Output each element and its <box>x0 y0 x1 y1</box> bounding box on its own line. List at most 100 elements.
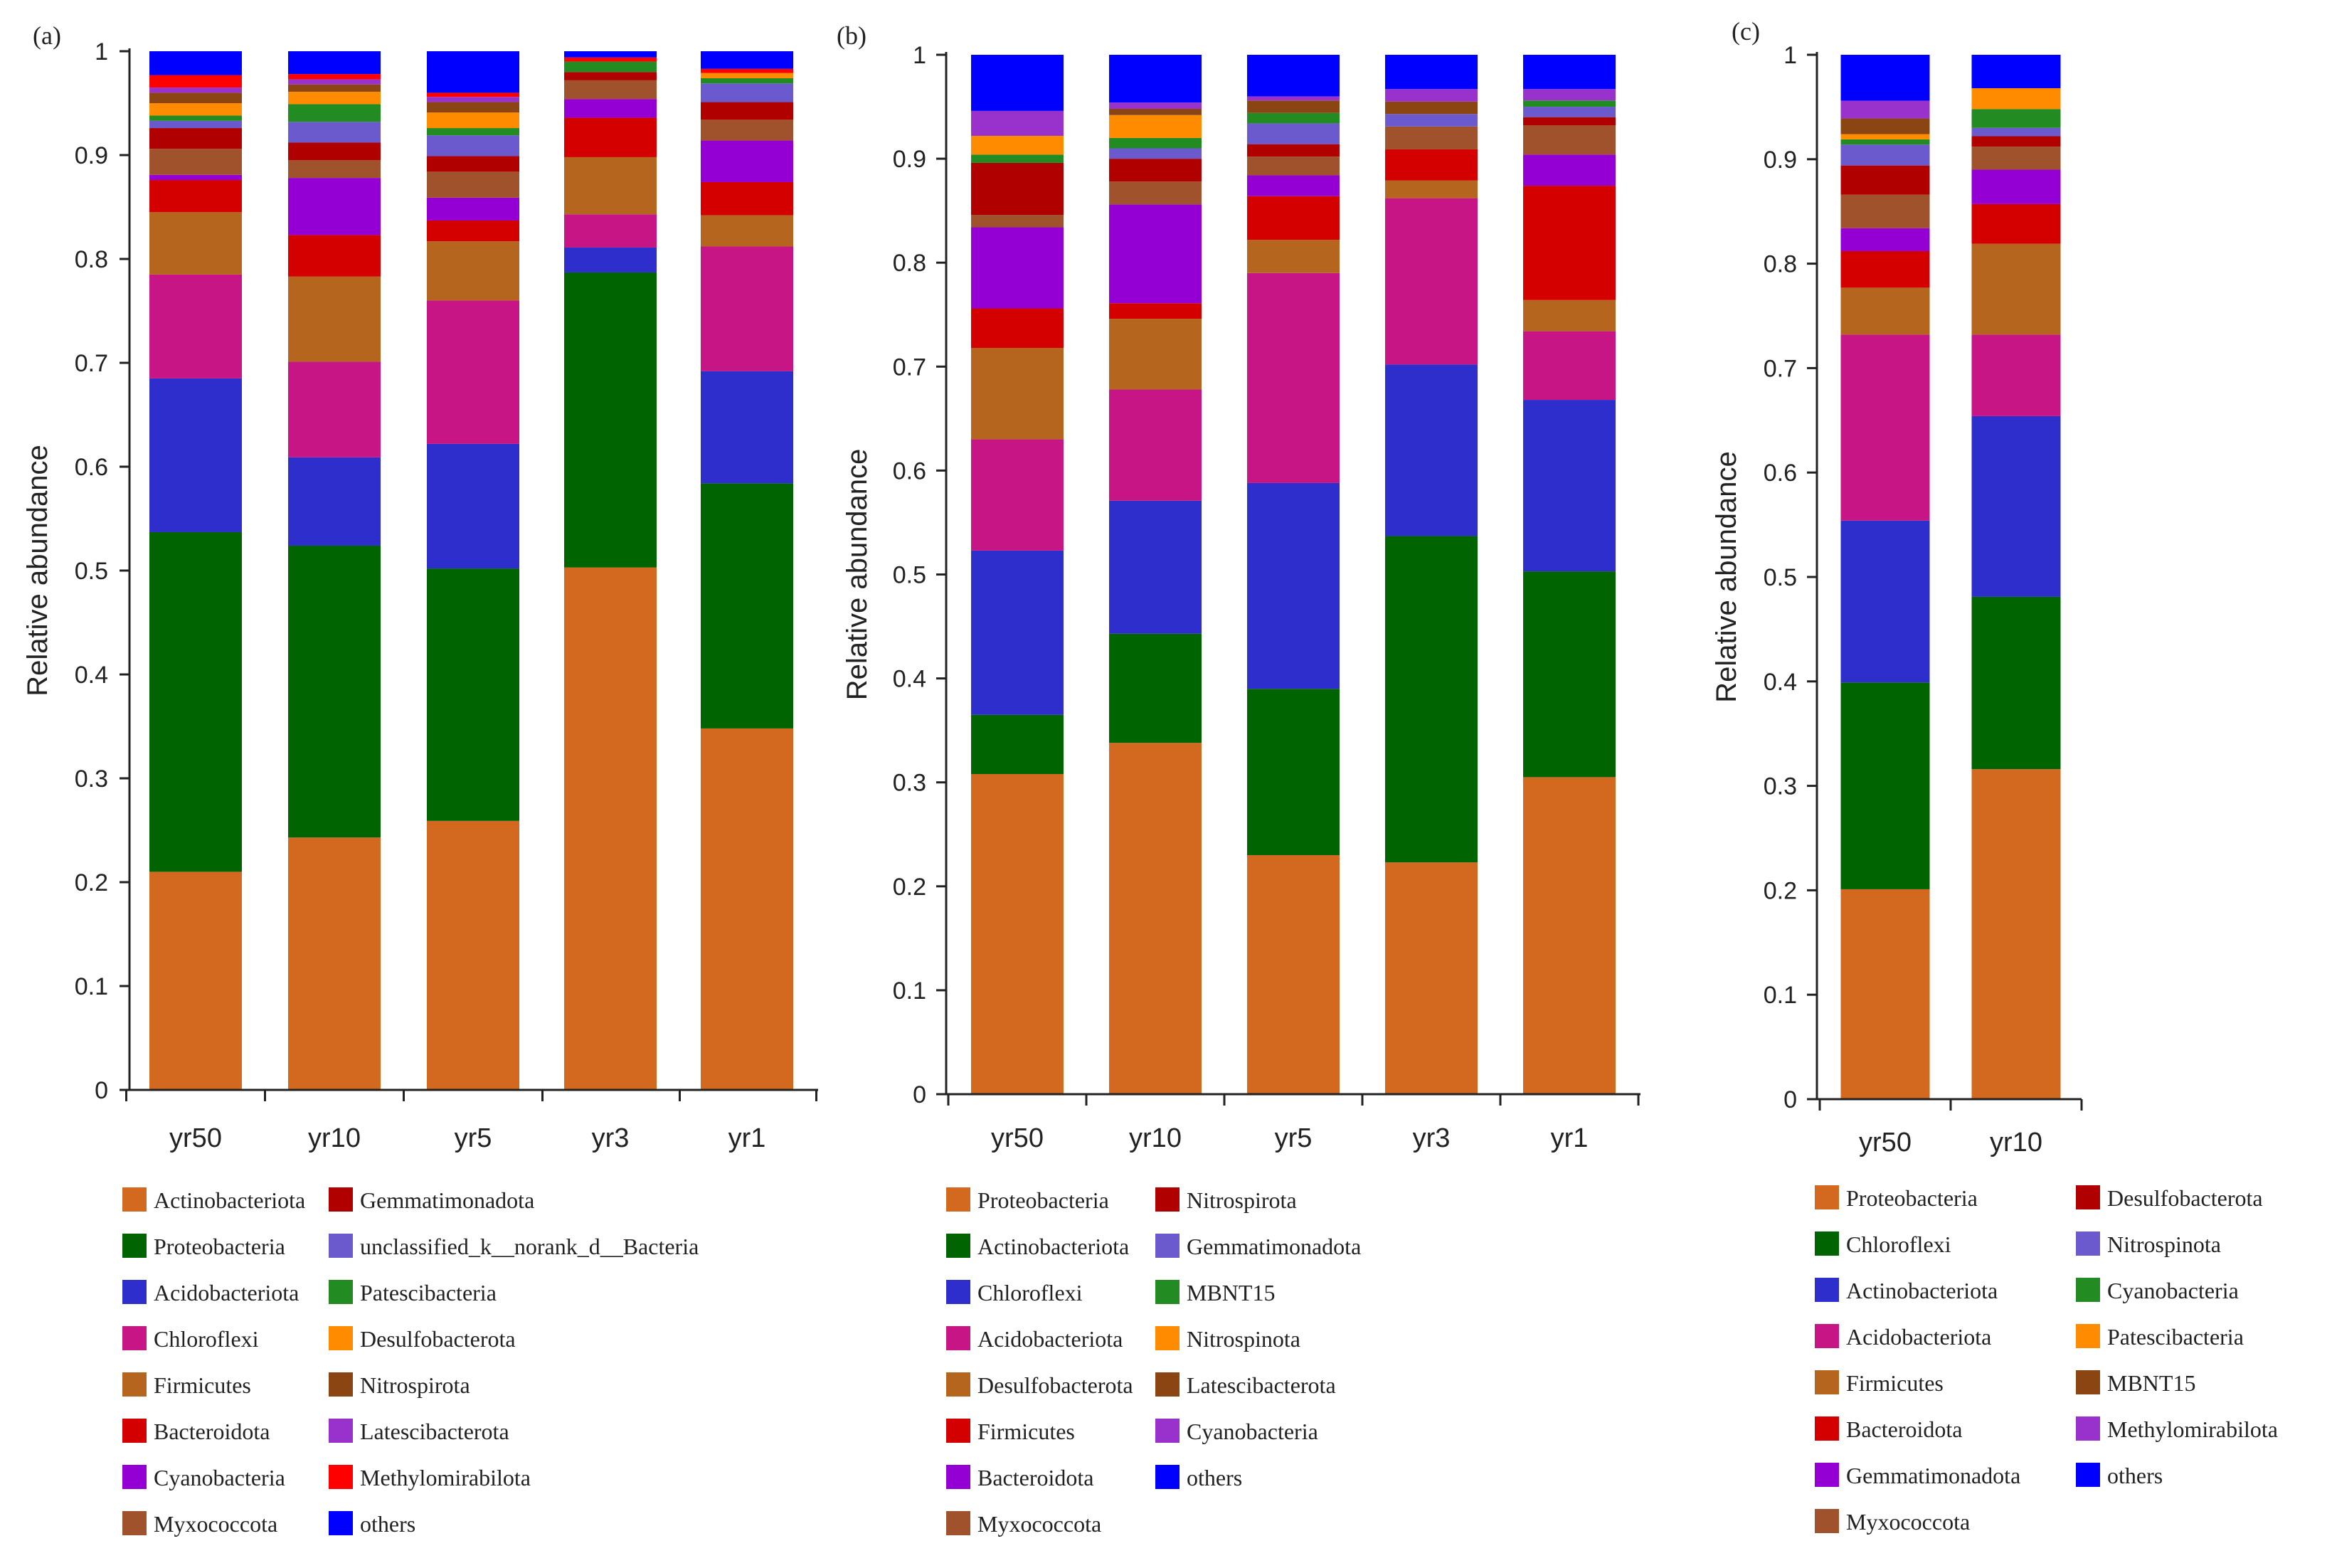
bar-segment-yr10-7 <box>288 160 381 179</box>
legend-swatch <box>1815 1231 1839 1256</box>
bar-segment-yr10-11 <box>288 91 381 105</box>
bar-segment-yr50-0 <box>971 774 1064 1094</box>
bar-segment-yr1-11 <box>701 73 793 78</box>
bar-segment-yr1-3 <box>701 246 793 371</box>
legend-swatch <box>946 1187 970 1212</box>
legend-entry: Cyanobacteria <box>1187 1419 1318 1444</box>
legend-entry: Proteobacteria <box>977 1187 1109 1213</box>
x-tick-label: yr50 <box>991 1123 1044 1153</box>
bar-segment-yr50-6 <box>149 174 242 181</box>
bar-segment-yr50-3 <box>1840 334 1930 521</box>
legend-swatch <box>2076 1324 2100 1348</box>
bar-segment-yr1-4 <box>1523 300 1616 332</box>
bar-segment-yr10-14 <box>1971 55 2061 88</box>
y-axis-label: Relative abundance <box>22 445 53 696</box>
bar-segment-yr3-6 <box>564 99 657 118</box>
bar-segment-yr1-6 <box>701 140 793 182</box>
bar-segment-yr10-2 <box>1109 500 1202 634</box>
bar-segment-yr10-7 <box>1109 181 1202 205</box>
bar-segment-yr50-8 <box>149 128 242 149</box>
legend-swatch <box>946 1234 970 1258</box>
bar-segment-yr5-8 <box>1247 144 1340 157</box>
legend-entry: Bacteroidota <box>1846 1416 1962 1442</box>
legend-swatch <box>329 1465 353 1489</box>
legend-swatch <box>2076 1370 2100 1394</box>
legend-entry: Myxococcota <box>977 1511 1101 1537</box>
legend-swatch <box>1815 1416 1839 1441</box>
y-tick-label: 0.9 <box>893 146 926 173</box>
x-tick-label: yr10 <box>308 1123 361 1153</box>
legend-swatch <box>122 1465 147 1489</box>
x-tick-label: yr10 <box>1990 1128 2042 1158</box>
bar-segment-yr50-1 <box>1840 682 1930 889</box>
bar-segment-yr50-15 <box>149 51 242 75</box>
bar-segment-yr5-3 <box>1247 272 1340 483</box>
legend-entry: Actinobacteriota <box>977 1234 1129 1259</box>
legend-entry: Desulfobacterota <box>977 1372 1133 1398</box>
bar-segment-yr5-2 <box>427 443 519 569</box>
legend-entry: Chloroflexi <box>154 1326 259 1352</box>
legend-swatch <box>122 1280 147 1304</box>
bar-segment-yr10-0 <box>1971 769 2061 1099</box>
bar-segment-yr10-11 <box>1109 115 1202 138</box>
bar-segment-yr5-14 <box>427 92 519 97</box>
bar-segment-yr3-13 <box>1385 89 1478 102</box>
legend-entry: Gemmatimonadota <box>1846 1463 2020 1488</box>
bar-segment-yr1-0 <box>701 728 793 1090</box>
panel-label: (b) <box>837 21 866 50</box>
legend-swatch <box>329 1419 353 1443</box>
bar-segment-yr1-10 <box>701 78 793 84</box>
x-tick-label: yr1 <box>728 1123 766 1153</box>
legend-entry: Myxococcota <box>154 1511 277 1537</box>
bar-segment-yr50-3 <box>971 439 1064 551</box>
bar-segment-yr5-4 <box>1247 240 1340 273</box>
bar-segment-yr10-2 <box>1971 415 2061 597</box>
y-tick-label: 1 <box>913 42 926 69</box>
bar-segment-yr1-6 <box>1523 154 1616 186</box>
x-tick-label: yr1 <box>1551 1123 1589 1153</box>
legend-swatch <box>329 1187 353 1212</box>
bar-segment-yr1-9 <box>701 83 793 102</box>
bar-segment-yr50-5 <box>149 180 242 213</box>
bar-segment-yr5-9 <box>1247 123 1340 144</box>
bar-segment-yr5-12 <box>1247 100 1340 113</box>
bar-segment-yr3-2 <box>564 247 657 272</box>
x-tick-label: yr50 <box>1859 1128 1912 1158</box>
legend-swatch <box>1815 1185 1839 1209</box>
bar-segment-yr3-9 <box>1385 114 1478 127</box>
bar-segment-yr10-4 <box>1109 319 1202 390</box>
bar-segment-yr50-0 <box>149 872 242 1090</box>
bar-segment-yr50-6 <box>1840 228 1930 251</box>
y-tick-label: 0.5 <box>893 562 926 589</box>
bar-segment-yr50-14 <box>149 75 242 88</box>
legend-entry: Chloroflexi <box>977 1280 1083 1305</box>
bar-segment-yr50-12 <box>1840 118 1930 134</box>
y-tick-label: 0.8 <box>893 250 926 277</box>
bar-segment-yr10-0 <box>288 837 381 1090</box>
legend-swatch <box>329 1326 353 1350</box>
bar-segment-yr10-8 <box>1971 136 2061 147</box>
bar-segment-yr3-5 <box>564 117 657 157</box>
y-tick-label: 0.6 <box>1764 460 1797 487</box>
panel-c: (c) Relative abundance 0 0.1 0.2 0.3 0.4 0.5 0.6… <box>1711 17 2278 1535</box>
legend-entry: Nitrospirota <box>1187 1187 1297 1213</box>
y-tick-label: 0.1 <box>75 973 108 1000</box>
y-tick-label: 1 <box>1783 42 1797 69</box>
bar-segment-yr10-12 <box>1109 108 1202 115</box>
legend-swatch <box>329 1234 353 1258</box>
y-tick-label: 0.4 <box>893 666 926 693</box>
bar-segment-yr3-3 <box>1385 198 1478 365</box>
y-tick-label: 0.5 <box>1764 564 1797 591</box>
bar-segment-yr1-1 <box>701 483 793 729</box>
legend-entry: Patescibacteria <box>360 1280 497 1305</box>
bar-segment-yr10-3 <box>1971 334 2061 416</box>
bar-segment-yr10-3 <box>288 361 381 457</box>
bar-segment-yr1-2 <box>1523 400 1616 572</box>
y-axis-label: Relative abundance <box>1711 451 1742 703</box>
bar-segment-yr50-9 <box>1840 144 1930 166</box>
legend-swatch <box>2076 1278 2100 1302</box>
y-tick-label: 0 <box>913 1081 926 1108</box>
legend-swatch <box>1155 1234 1180 1258</box>
y-tick-label: 0.3 <box>1764 773 1797 800</box>
bar-segment-yr1-7 <box>701 120 793 141</box>
